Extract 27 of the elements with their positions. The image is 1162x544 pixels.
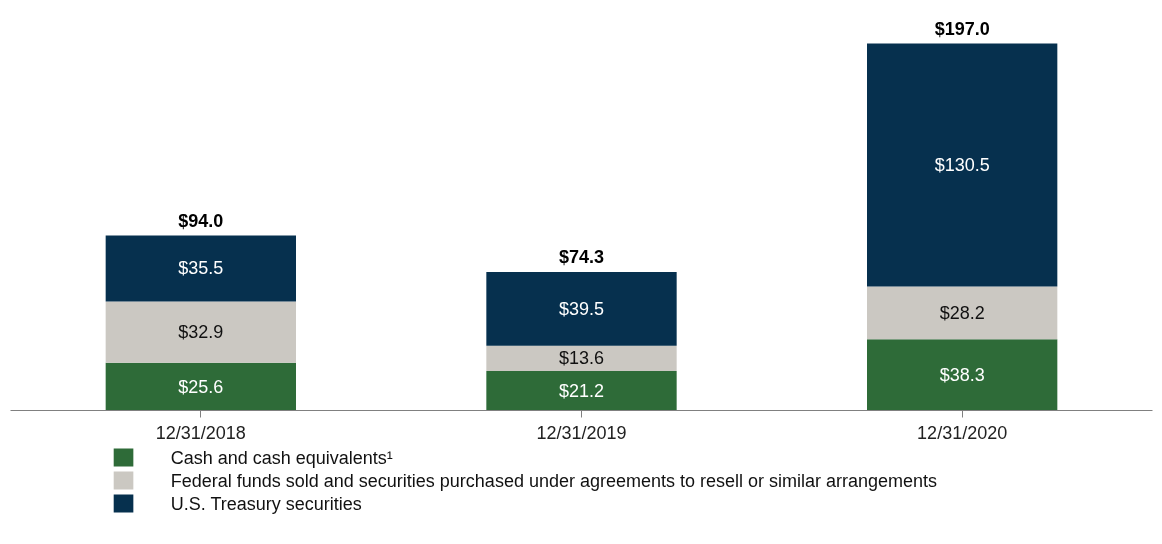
x-tick-label: 12/31/2019: [536, 422, 627, 443]
legend-label: Cash and cash equivalents¹: [170, 447, 393, 468]
bar: [105, 362, 296, 411]
bar: [486, 345, 677, 372]
data-label: $39.5: [558, 298, 605, 319]
bar: [486, 272, 677, 346]
bar: [105, 301, 296, 363]
legend-label: U.S. Treasury securities: [170, 493, 362, 514]
total-label: $94.0: [178, 210, 224, 231]
bar: [867, 43, 1058, 287]
data-label: $130.5: [934, 155, 990, 176]
bar: [105, 235, 296, 302]
data-label: $28.2: [939, 302, 985, 323]
x-tick-label: 12/31/2020: [917, 422, 1008, 443]
bar: [486, 371, 677, 411]
data-label: $25.6: [178, 376, 224, 397]
data-label: $32.9: [178, 322, 224, 343]
data-label: $38.3: [939, 364, 985, 385]
total-label: $74.3: [558, 247, 605, 268]
bar: [867, 339, 1058, 411]
total-label: $197.0: [934, 18, 990, 39]
data-label: $21.2: [558, 380, 605, 401]
data-label: $13.6: [558, 348, 605, 369]
x-tick-label: 12/31/2018: [155, 422, 246, 443]
bar: [867, 286, 1058, 340]
data-label: $35.5: [178, 258, 224, 279]
legend-label: Federal funds sold and securities purchased under agreements to resell or similar arrangements: [170, 470, 938, 491]
